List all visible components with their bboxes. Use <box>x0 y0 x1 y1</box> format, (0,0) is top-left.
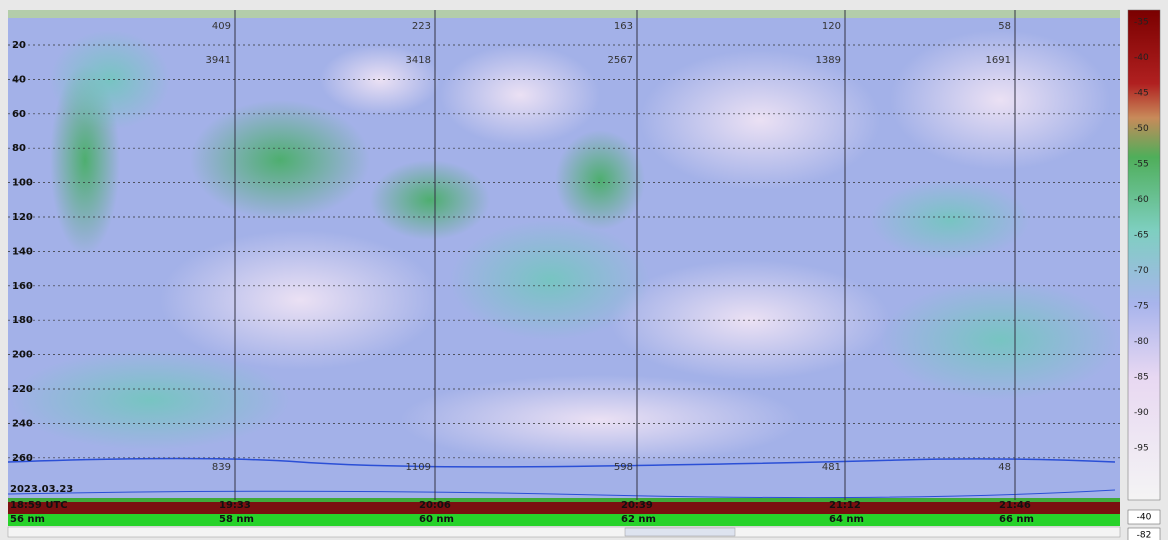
scale-label: -90 <box>1134 408 1149 418</box>
distance-label: 56 nm <box>10 514 45 525</box>
top-count: 163 <box>614 21 633 32</box>
bottom-value: 481 <box>822 462 841 473</box>
seabed <box>8 502 1120 514</box>
depth-label: 120 <box>12 212 33 223</box>
seabed-edge <box>8 498 1120 502</box>
depth-label: 240 <box>12 418 33 429</box>
top-value: 3418 <box>406 55 431 66</box>
scale-label: -75 <box>1134 302 1149 312</box>
distance-label: 60 nm <box>419 514 454 525</box>
scale-box <box>1127 509 1161 525</box>
depth-label: 260 <box>12 453 33 464</box>
top-value: 1691 <box>986 55 1011 66</box>
depth-label: 140 <box>12 246 33 257</box>
depth-label: 160 <box>12 281 33 292</box>
top-count: 58 <box>998 21 1011 32</box>
top-count: 409 <box>212 21 231 32</box>
time-label: 21:12 <box>829 500 861 511</box>
depth-label: 20 <box>12 40 26 51</box>
color-scale <box>1127 9 1161 501</box>
time-label: 21:46 <box>999 500 1031 511</box>
scale-label: -55 <box>1134 160 1149 170</box>
distance-label: 64 nm <box>829 514 864 525</box>
depth-label: 40 <box>12 74 26 85</box>
scale-label: -35 <box>1134 18 1149 28</box>
scale-label: -65 <box>1134 231 1149 241</box>
bottom-value: 598 <box>614 462 633 473</box>
time-label: 19:33 <box>219 500 251 511</box>
scale-box-label: -40 <box>1137 513 1152 523</box>
seabed-lower <box>8 514 1120 526</box>
depth-label: 60 <box>12 109 26 120</box>
date: 2023.03.23 <box>10 484 73 495</box>
distance-label: 58 nm <box>219 514 254 525</box>
depth-label: 100 <box>12 178 33 189</box>
top-value: 1389 <box>816 55 841 66</box>
scale-label: -70 <box>1134 266 1149 276</box>
top-value: 3941 <box>206 55 231 66</box>
bottom-value: 1109 <box>406 462 431 473</box>
bottom-value: 839 <box>212 462 231 473</box>
depth-label: 200 <box>12 350 33 361</box>
scrollbar[interactable] <box>7 526 1121 538</box>
top-count: 120 <box>822 21 841 32</box>
scale-box-label: -82 <box>1137 531 1152 541</box>
distance-label: 62 nm <box>621 514 656 525</box>
scale-label: -45 <box>1134 89 1149 99</box>
time-label: 20:39 <box>621 500 653 511</box>
scale-label: -50 <box>1134 124 1149 134</box>
depth-label: 180 <box>12 315 33 326</box>
scale-label: -80 <box>1134 337 1149 347</box>
depth-label: 80 <box>12 143 26 154</box>
time-label: 18:59 UTC <box>10 500 68 511</box>
top-count: 223 <box>412 21 431 32</box>
bottom-line <box>7 457 1116 468</box>
scroll-thumb[interactable] <box>624 527 736 537</box>
scale-label: -95 <box>1134 444 1149 454</box>
bottom-value: 48 <box>998 462 1011 473</box>
top-value: 2567 <box>608 55 633 66</box>
scale-label: -60 <box>1134 195 1149 205</box>
bottom-line-2 <box>7 489 1116 499</box>
scale-label: -85 <box>1134 373 1149 383</box>
depth-label: 220 <box>12 384 33 395</box>
time-label: 20:06 <box>419 500 451 511</box>
distance-label: 66 nm <box>999 514 1034 525</box>
scale-label: -40 <box>1134 53 1149 63</box>
